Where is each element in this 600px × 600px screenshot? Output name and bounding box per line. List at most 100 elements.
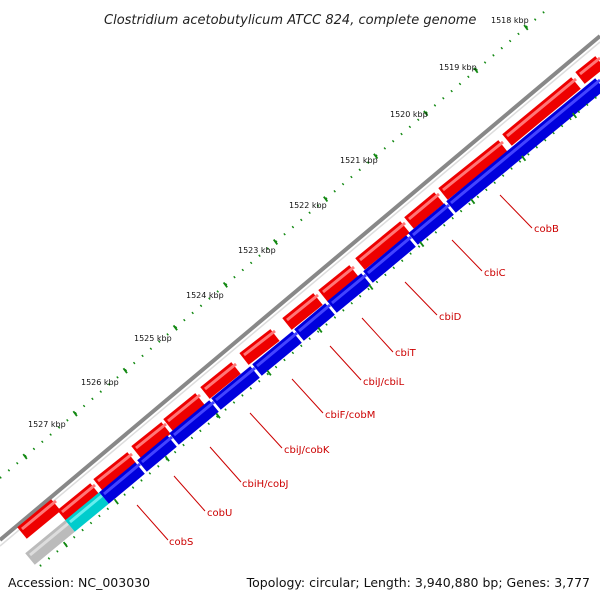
reverse-gene-highlight	[256, 331, 298, 368]
forward-gene-segment	[282, 293, 323, 330]
major-tick	[122, 367, 128, 374]
major-tick	[572, 112, 578, 119]
leader-line-cbiT	[361, 317, 394, 353]
reverse-gene-highlight	[173, 400, 215, 437]
forward-gene-highlight	[359, 221, 406, 262]
kbp-scale-labels: 1518 kbp 1519 kbp 1520 kbp 1521 kbp 1522…	[28, 16, 529, 429]
inner-major-ticks	[62, 112, 578, 548]
reverse-gene-highlight	[141, 435, 173, 464]
forward-gene-highlight	[243, 329, 276, 357]
gene-label-cbiJ-cbiL[interactable]: cbiJ/cbiL	[363, 377, 405, 388]
kbp-label: 1522 kbp	[289, 201, 327, 210]
forward-gene-highlight	[286, 293, 319, 322]
leader-line-cbiF-cobM	[291, 378, 324, 414]
reverse-gene-highlight	[331, 273, 367, 305]
major-tick	[272, 239, 279, 245]
major-tick	[523, 24, 529, 31]
kbp-label: 1524 kbp	[186, 291, 224, 300]
genome-stats-text: Topology: circular; Length: 3,940,880 bp…	[246, 575, 590, 590]
kbp-label: 1519 kbp	[439, 63, 477, 72]
forward-gene-highlight	[204, 362, 237, 391]
major-tick	[172, 324, 178, 331]
forward-gene-segment	[318, 265, 359, 302]
major-tick	[373, 153, 379, 160]
gene-label-cbiH-cobJ[interactable]: cbiH/cobJ	[242, 479, 288, 490]
major-tick	[368, 284, 374, 291]
gene-label-cbiJ-cobK[interactable]: cbiJ/cobK	[284, 445, 330, 456]
kbp-label: 1523 kbp	[238, 246, 276, 255]
forward-gene-highlight	[322, 265, 355, 294]
gene-leader-lines	[136, 194, 533, 541]
reverse-gene-segment	[446, 78, 600, 213]
major-tick	[266, 369, 272, 376]
reverse-gene-highlight	[103, 462, 141, 496]
reverse-gene-segment	[294, 303, 335, 341]
gene-label-cbiF-cobM[interactable]: cbiF/cobM	[325, 410, 375, 421]
kbp-label: 1525 kbp	[134, 334, 172, 343]
major-tick	[62, 541, 68, 548]
forward-gene-segment	[200, 362, 241, 399]
forward-gene-highlight	[442, 140, 504, 192]
forward-gene-segment	[17, 499, 61, 539]
gene-label-cobU[interactable]: cobU	[207, 508, 232, 519]
major-tick	[521, 155, 527, 162]
kbp-label: 1520 kbp	[390, 110, 428, 119]
forward-gene-highlight	[61, 483, 96, 514]
reverse-gene-segment	[169, 400, 219, 445]
outer-major-ticks	[22, 24, 529, 460]
reverse-gene-segment	[327, 273, 371, 313]
reverse-gene-segment	[252, 331, 302, 376]
forward-gene-segment	[93, 452, 137, 491]
kbp-label: 1518 kbp	[491, 16, 529, 25]
gene-label-cbiT[interactable]: cbiT	[395, 348, 417, 359]
reverse-gene-segment	[25, 520, 75, 565]
major-tick	[317, 327, 323, 333]
leader-line-cbiJ-cobK	[249, 412, 283, 449]
leader-line-cbiJ-cbiL	[329, 345, 362, 381]
kbp-label: 1521 kbp	[340, 156, 378, 165]
reverse-gene-segment	[99, 462, 145, 504]
reverse-strand-track	[25, 78, 600, 565]
major-tick	[22, 453, 28, 460]
forward-gene-segment	[239, 329, 280, 365]
forward-gene-highlight	[135, 422, 167, 450]
forward-gene-highlight	[167, 393, 201, 423]
forward-gene-segment	[163, 393, 205, 431]
reverse-gene-highlight	[412, 203, 450, 237]
forward-gene-highlight	[408, 192, 440, 221]
reverse-gene-highlight	[298, 303, 331, 333]
forward-gene-segment	[502, 77, 581, 146]
inner-tick-track	[39, 93, 600, 567]
reverse-gene-segment	[65, 492, 109, 532]
forward-gene-segment	[404, 192, 444, 229]
reverse-gene-segment	[137, 435, 177, 472]
major-tick	[72, 410, 78, 417]
forward-gene-highlight	[97, 452, 133, 483]
gene-label-cbiC[interactable]: cbiC	[484, 268, 506, 279]
leader-line-cobS	[136, 504, 169, 541]
gene-label-cobB[interactable]: cobB	[534, 224, 559, 235]
genome-title: Clostridium acetobutylicum ATCC 824, com…	[104, 13, 476, 28]
forward-gene-segment	[131, 422, 171, 458]
forward-strand-track	[17, 56, 600, 539]
gene-label-cbiD[interactable]: cbiD	[439, 312, 462, 323]
reverse-gene-highlight	[69, 492, 105, 524]
reverse-gene-highlight	[215, 366, 256, 402]
backbone-outer	[0, 34, 600, 542]
backbone-inner	[0, 41, 600, 547]
forward-gene-highlight	[579, 56, 600, 76]
gene-labels: cobB cbiC cbiD cbiT cbiJ/cbiL cbiF/cobM …	[169, 224, 559, 548]
leader-line-cbiH-cobJ	[209, 446, 242, 483]
forward-gene-highlight	[506, 77, 577, 138]
gene-label-cobS[interactable]: cobS	[169, 537, 193, 548]
major-tick	[419, 241, 425, 248]
major-tick	[323, 196, 329, 203]
forward-gene-segment	[355, 221, 410, 270]
major-tick	[222, 281, 228, 288]
leader-line-cobU	[173, 475, 206, 512]
reverse-gene-segment	[408, 203, 454, 245]
major-tick	[470, 198, 476, 205]
major-tick	[215, 412, 221, 419]
reverse-gene-segment	[363, 235, 416, 283]
major-tick	[164, 455, 170, 462]
